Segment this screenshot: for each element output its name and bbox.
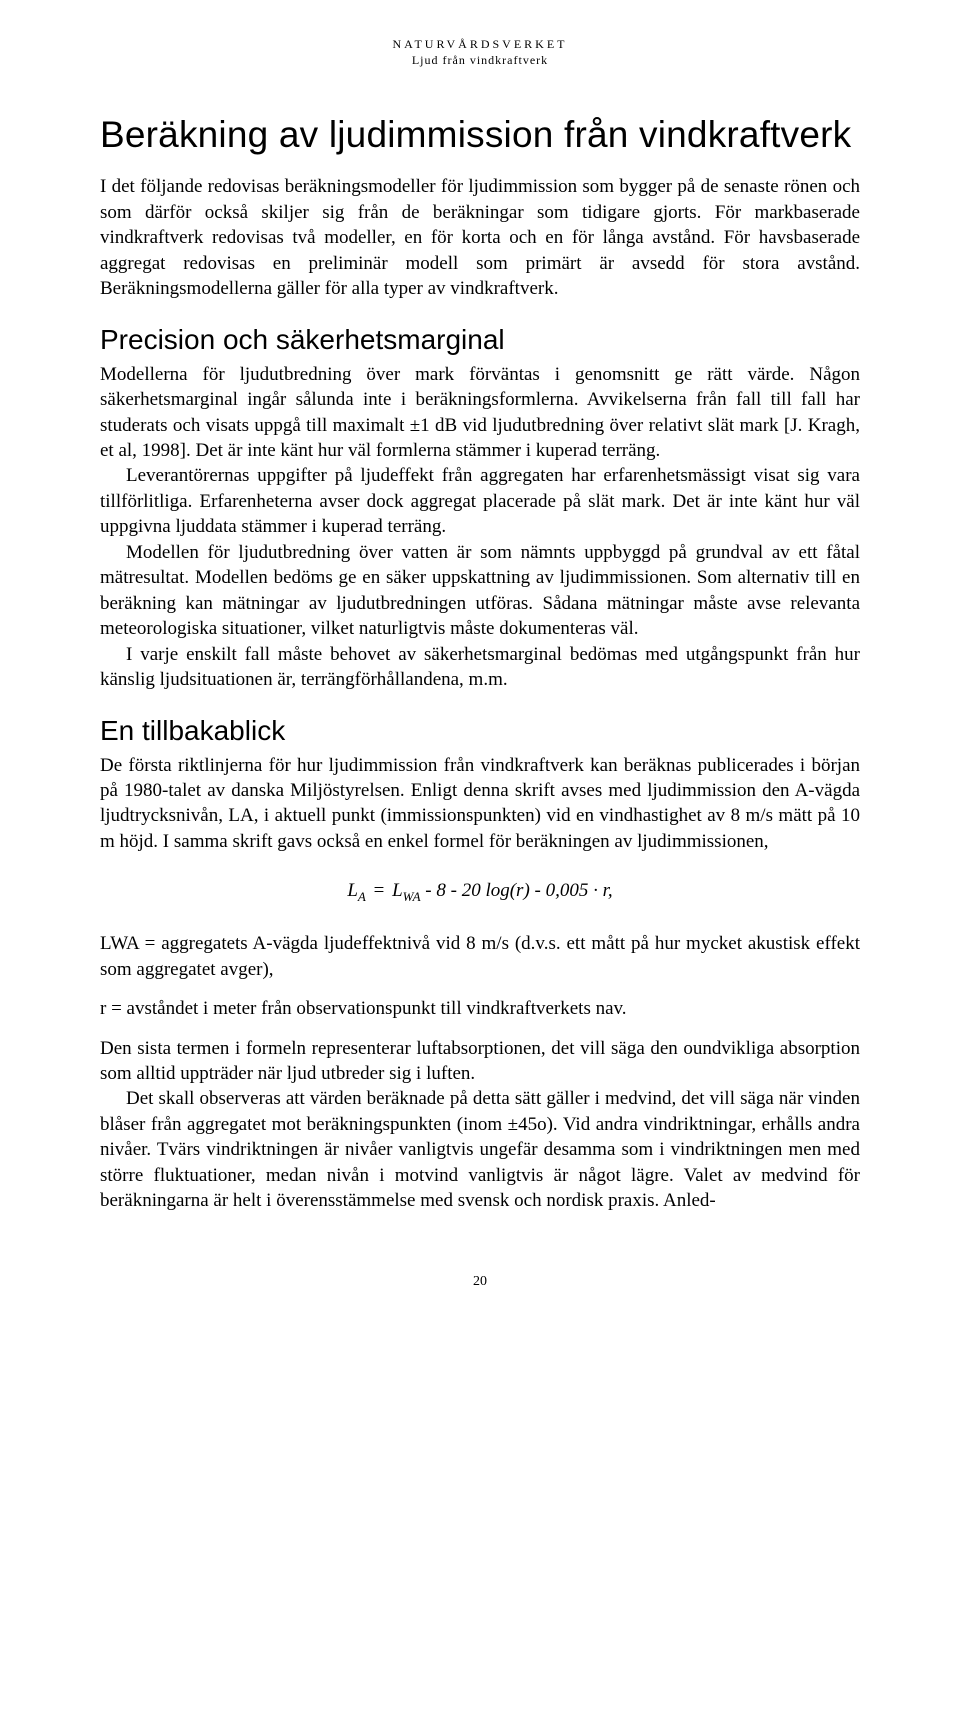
formula: LA = LWA - 8 - 20 log(r) - 0,005 · r, bbox=[100, 880, 860, 905]
page-number: 20 bbox=[100, 1274, 860, 1290]
formula-lhs-var: L bbox=[347, 880, 358, 901]
formula-rhs-var: L bbox=[392, 880, 403, 901]
spacer bbox=[100, 1022, 860, 1036]
running-head: NATURVÅRDSVERKET Ljud från vindkraftverk bbox=[100, 36, 860, 68]
section1-p4: I varje enskilt fall måste behovet av sä… bbox=[100, 642, 860, 693]
section2-p4: Den sista termen i formeln representerar… bbox=[100, 1036, 860, 1087]
section2-p1: De första riktlinjerna för hur ljudimmis… bbox=[100, 753, 860, 855]
formula-equals: = bbox=[371, 880, 388, 901]
page-title: Beräkning av ljudimmission från vindkraf… bbox=[100, 114, 860, 156]
section-heading-precision: Precision och säkerhetsmarginal bbox=[100, 324, 860, 356]
page: NATURVÅRDSVERKET Ljud från vindkraftverk… bbox=[0, 0, 960, 1718]
section2-p3: r = avståndet i meter från observationsp… bbox=[100, 996, 860, 1021]
formula-lhs-sub: A bbox=[358, 889, 366, 904]
section1-p3: Modellen för ljudutbredning över vatten … bbox=[100, 540, 860, 642]
section2-p2: LWA = aggregatets A-vägda ljudeffektnivå… bbox=[100, 931, 860, 982]
formula-rhs-sub: WA bbox=[403, 889, 421, 904]
section-heading-tillbakablick: En tillbakablick bbox=[100, 715, 860, 747]
formula-terms: - 8 - 20 log(r) - 0,005 · r, bbox=[425, 880, 612, 901]
section2-p5: Det skall observeras att värden beräknad… bbox=[100, 1086, 860, 1213]
intro-paragraph: I det följande redovisas beräkningsmodel… bbox=[100, 174, 860, 301]
spacer bbox=[100, 982, 860, 996]
running-head-line2: Ljud från vindkraftverk bbox=[100, 52, 860, 68]
running-head-line1: NATURVÅRDSVERKET bbox=[100, 36, 860, 52]
section1-p2: Leverantörernas uppgifter på ljudeffekt … bbox=[100, 463, 860, 539]
section1-p1: Modellerna för ljudutbredning över mark … bbox=[100, 362, 860, 464]
